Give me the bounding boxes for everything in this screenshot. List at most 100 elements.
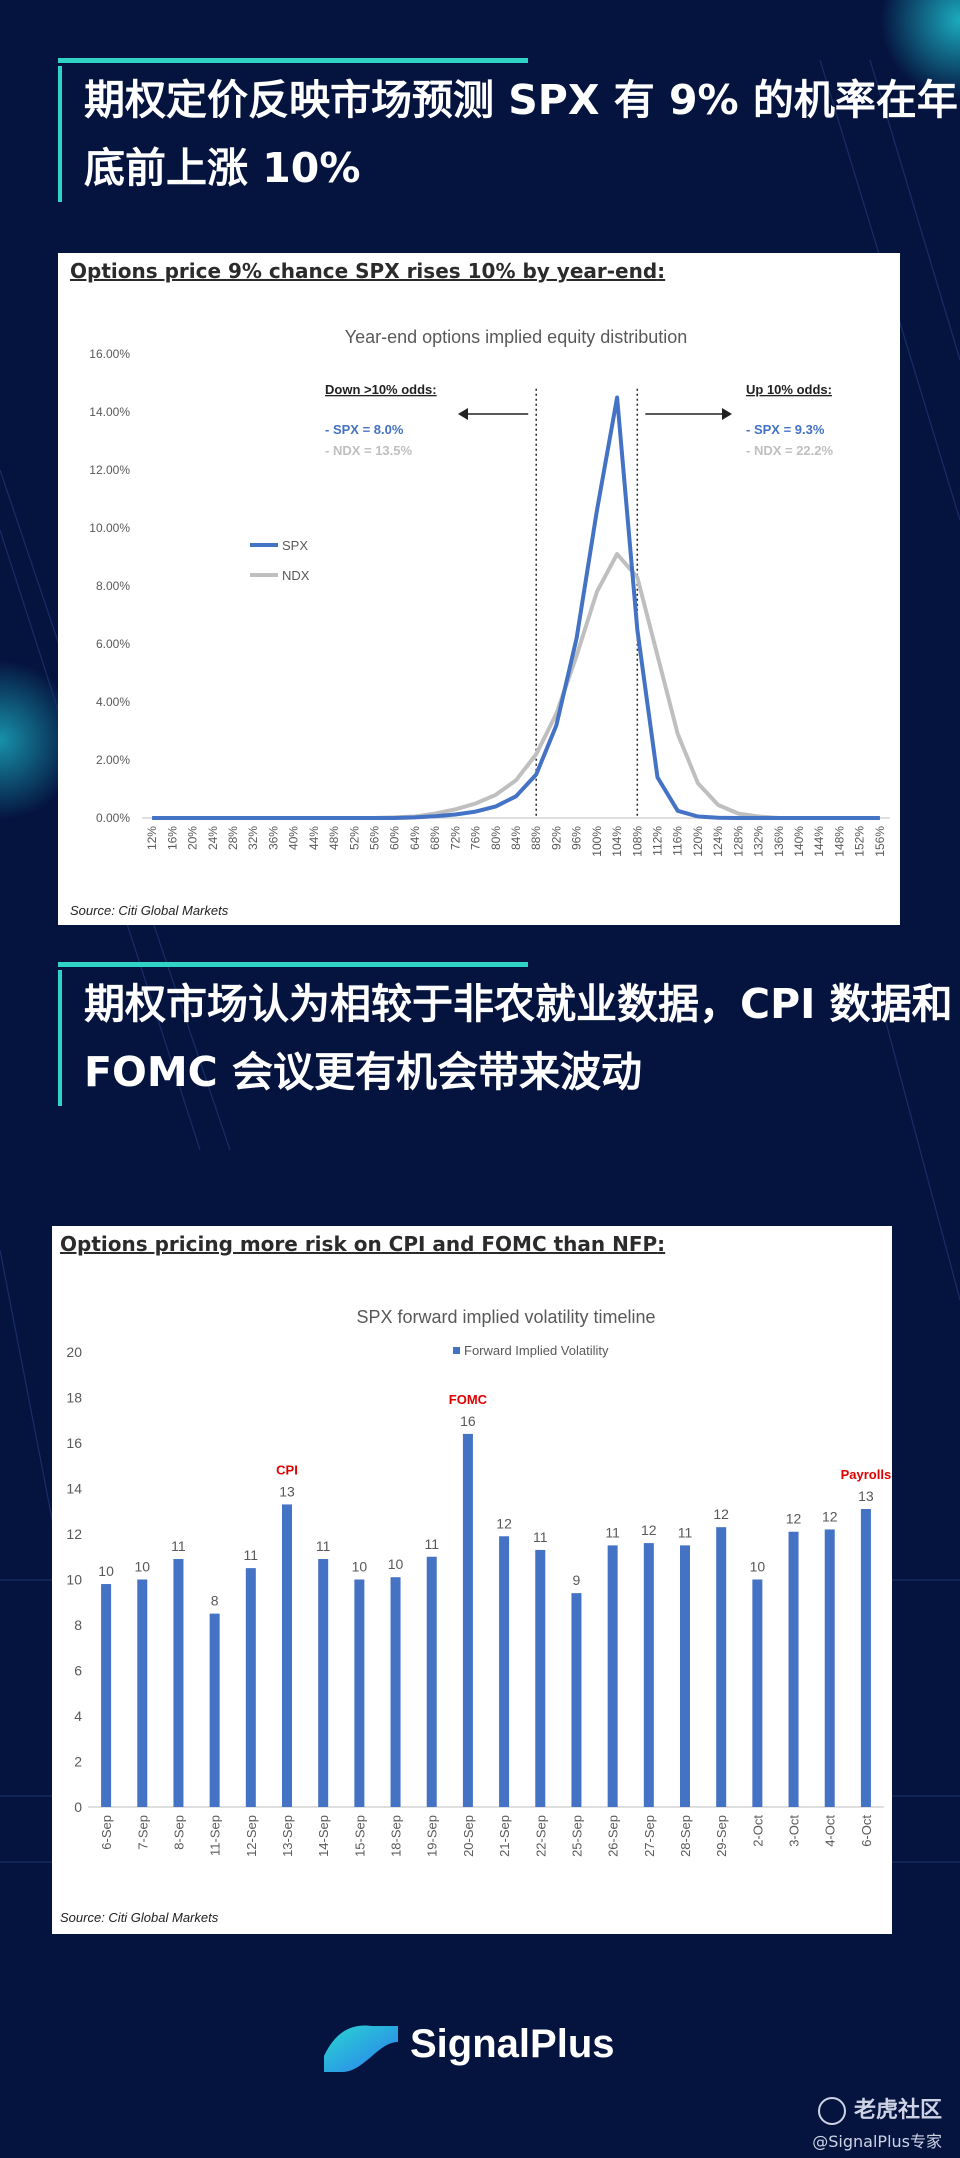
chart1-ytick-label: 0.00% (96, 811, 130, 825)
chart1-xtick-label: 28% (226, 826, 240, 850)
chart2-xtick-label: 21-Sep (497, 1815, 512, 1857)
chart2-data-label: 11 (533, 1529, 548, 1545)
chart2-data-label: 11 (316, 1538, 331, 1554)
chart2-data-label: 12 (822, 1508, 838, 1524)
chart2-xtick-label: 12-Sep (244, 1815, 259, 1857)
chart2-xtick-label: 19-Sep (425, 1815, 440, 1857)
chart2-data-label: 12 (713, 1506, 729, 1522)
chart2-bar (824, 1529, 835, 1807)
chart2-bar (716, 1527, 727, 1807)
chart1-ytick-label: 2.00% (96, 753, 130, 767)
chart2-data-label: 11 (678, 1524, 693, 1540)
chart2-xtick-label: 8-Sep (171, 1815, 186, 1850)
chart2-xtick-label: 28-Sep (678, 1815, 693, 1857)
chart2-xtick-label: 27-Sep (642, 1815, 657, 1857)
heading-1-accent-bar (58, 58, 528, 63)
chart1-ytick-label: 14.00% (89, 405, 130, 419)
chart1-xtick-label: 84% (509, 826, 523, 850)
chart2-panel: Options pricing more risk on CPI and FOM… (52, 1226, 892, 1934)
chart2-bar (173, 1559, 184, 1807)
chart2-bar (282, 1504, 292, 1807)
chart2-ytick-label: 18 (66, 1390, 82, 1406)
chart2-bar (860, 1508, 871, 1807)
chart1-xtick-label: 20% (186, 826, 200, 850)
chart1-xtick-label: 68% (428, 826, 442, 850)
chart2-bar (607, 1545, 618, 1807)
chart2-data-label: 10 (750, 1559, 766, 1575)
chart1-xtick-label: 104% (610, 826, 624, 857)
heading-2-text: 期权市场认为相较于非农就业数据，CPI 数据和 FOMC 会议更有机会带来波动 (84, 980, 953, 1096)
chart1-xtick-label: 132% (752, 826, 766, 857)
chart1-xtick-label: 76% (469, 826, 483, 850)
chart2-data-label: 12 (786, 1511, 802, 1527)
chart1-xtick-label: 136% (772, 826, 786, 857)
chart2-xtick-label: 2-Oct (750, 1815, 765, 1847)
chart2-xtick-label: 29-Sep (714, 1815, 729, 1857)
heading-2: 期权市场认为相较于非农就业数据，CPI 数据和 FOMC 会议更有机会带来波动 (58, 962, 960, 1106)
chart2-data-label: 11 (244, 1547, 259, 1563)
chart1-right-annotation-label: Up 10% odds: (746, 382, 832, 397)
chart2-ytick-label: 20 (66, 1344, 82, 1360)
chart1-left-annotation-label: Down >10% odds: (325, 382, 437, 397)
chart2-ytick-label: 6 (74, 1663, 82, 1679)
chart2-xtick-label: 11-Sep (208, 1815, 223, 1856)
chart1-xtick-label: 120% (691, 826, 705, 857)
chart2-title: SPX forward implied volatility timeline (356, 1307, 655, 1327)
chart1-xtick-label: 52% (347, 826, 361, 850)
chart2-annotation: FOMC (449, 1392, 488, 1407)
chart1-xtick-label: 140% (792, 826, 806, 857)
chart1-legend-label: SPX (282, 538, 308, 553)
chart2-data-label: 11 (171, 1538, 186, 1554)
chart1-xtick-label: 40% (287, 826, 301, 850)
watermark-logo-icon (817, 2097, 846, 2125)
chart2-data-label: 10 (134, 1559, 150, 1575)
chart1-xtick-label: 32% (246, 826, 260, 850)
chart2-data-label: 9 (573, 1572, 581, 1588)
chart1-xtick-label: 60% (388, 826, 402, 850)
chart1-xtick-label: 96% (570, 826, 584, 850)
chart2-bar (643, 1543, 654, 1807)
chart2-bar (535, 1549, 546, 1807)
chart2-xtick-label: 15-Sep (352, 1815, 367, 1857)
watermark: 老虎社区 (817, 2092, 942, 2125)
chart2-ytick-label: 4 (74, 1708, 82, 1724)
chart2-bar (462, 1433, 473, 1807)
brand-name: SignalPlus (410, 2022, 615, 2066)
chart2-xtick-label: 4-Oct (823, 1815, 838, 1847)
chart1-left-spx: - SPX = 8.0% (325, 422, 404, 437)
chart2-data-label: 11 (424, 1536, 439, 1552)
chart2-bar (752, 1579, 763, 1807)
chart2-xtick-label: 26-Sep (606, 1815, 621, 1857)
chart1-xtick-label: 36% (266, 826, 280, 850)
chart2-svg: SPX forward implied volatility timeline F… (66, 1307, 892, 1857)
chart2-xtick-label: 7-Sep (135, 1815, 150, 1850)
chart2-annotation: Payrolls (841, 1467, 892, 1482)
chart1-series-line-ndx (152, 552, 880, 820)
chart2-bar (680, 1545, 690, 1807)
chart2-bar (245, 1568, 256, 1807)
chart1-xtick-label: 44% (307, 826, 321, 850)
heading-1: 期权定价反映市场预测 SPX 有 9% 的机率在年底前上涨 10% (58, 58, 960, 202)
chart1-xtick-label: 92% (549, 826, 563, 850)
chart1-xtick-label: 48% (327, 826, 341, 850)
heading-2-accent-bar (58, 962, 528, 967)
chart1-panel-title: Options price 9% chance SPX rises 10% by… (70, 259, 666, 283)
chart2-xtick-label: 6-Sep (99, 1815, 114, 1850)
chart2-xtick-label: 18-Sep (389, 1815, 404, 1857)
chart1-xtick-label: 148% (832, 826, 846, 857)
chart2-bar (318, 1559, 329, 1807)
chart1-xtick-label: 72% (448, 826, 462, 850)
chart2-xtick-label: 22-Sep (533, 1815, 548, 1857)
chart2-ytick-label: 12 (66, 1526, 82, 1542)
chart1-xtick-label: 24% (206, 826, 220, 850)
watermark-handle: @SignalPlus专家 (812, 2132, 942, 2151)
chart2-data-label: 10 (352, 1559, 368, 1575)
chart1-xtick-label: 124% (711, 826, 725, 857)
chart2-bar (209, 1613, 220, 1807)
chart2-data-label: 16 (460, 1413, 476, 1429)
chart2-xtick-label: 6-Oct (859, 1815, 874, 1847)
chart2-data-label: 12 (641, 1522, 657, 1538)
chart1-xtick-label: 80% (489, 826, 503, 850)
chart2-xtick-label: 25-Sep (569, 1815, 584, 1857)
chart2-source: Source: Citi Global Markets (60, 1910, 219, 1925)
